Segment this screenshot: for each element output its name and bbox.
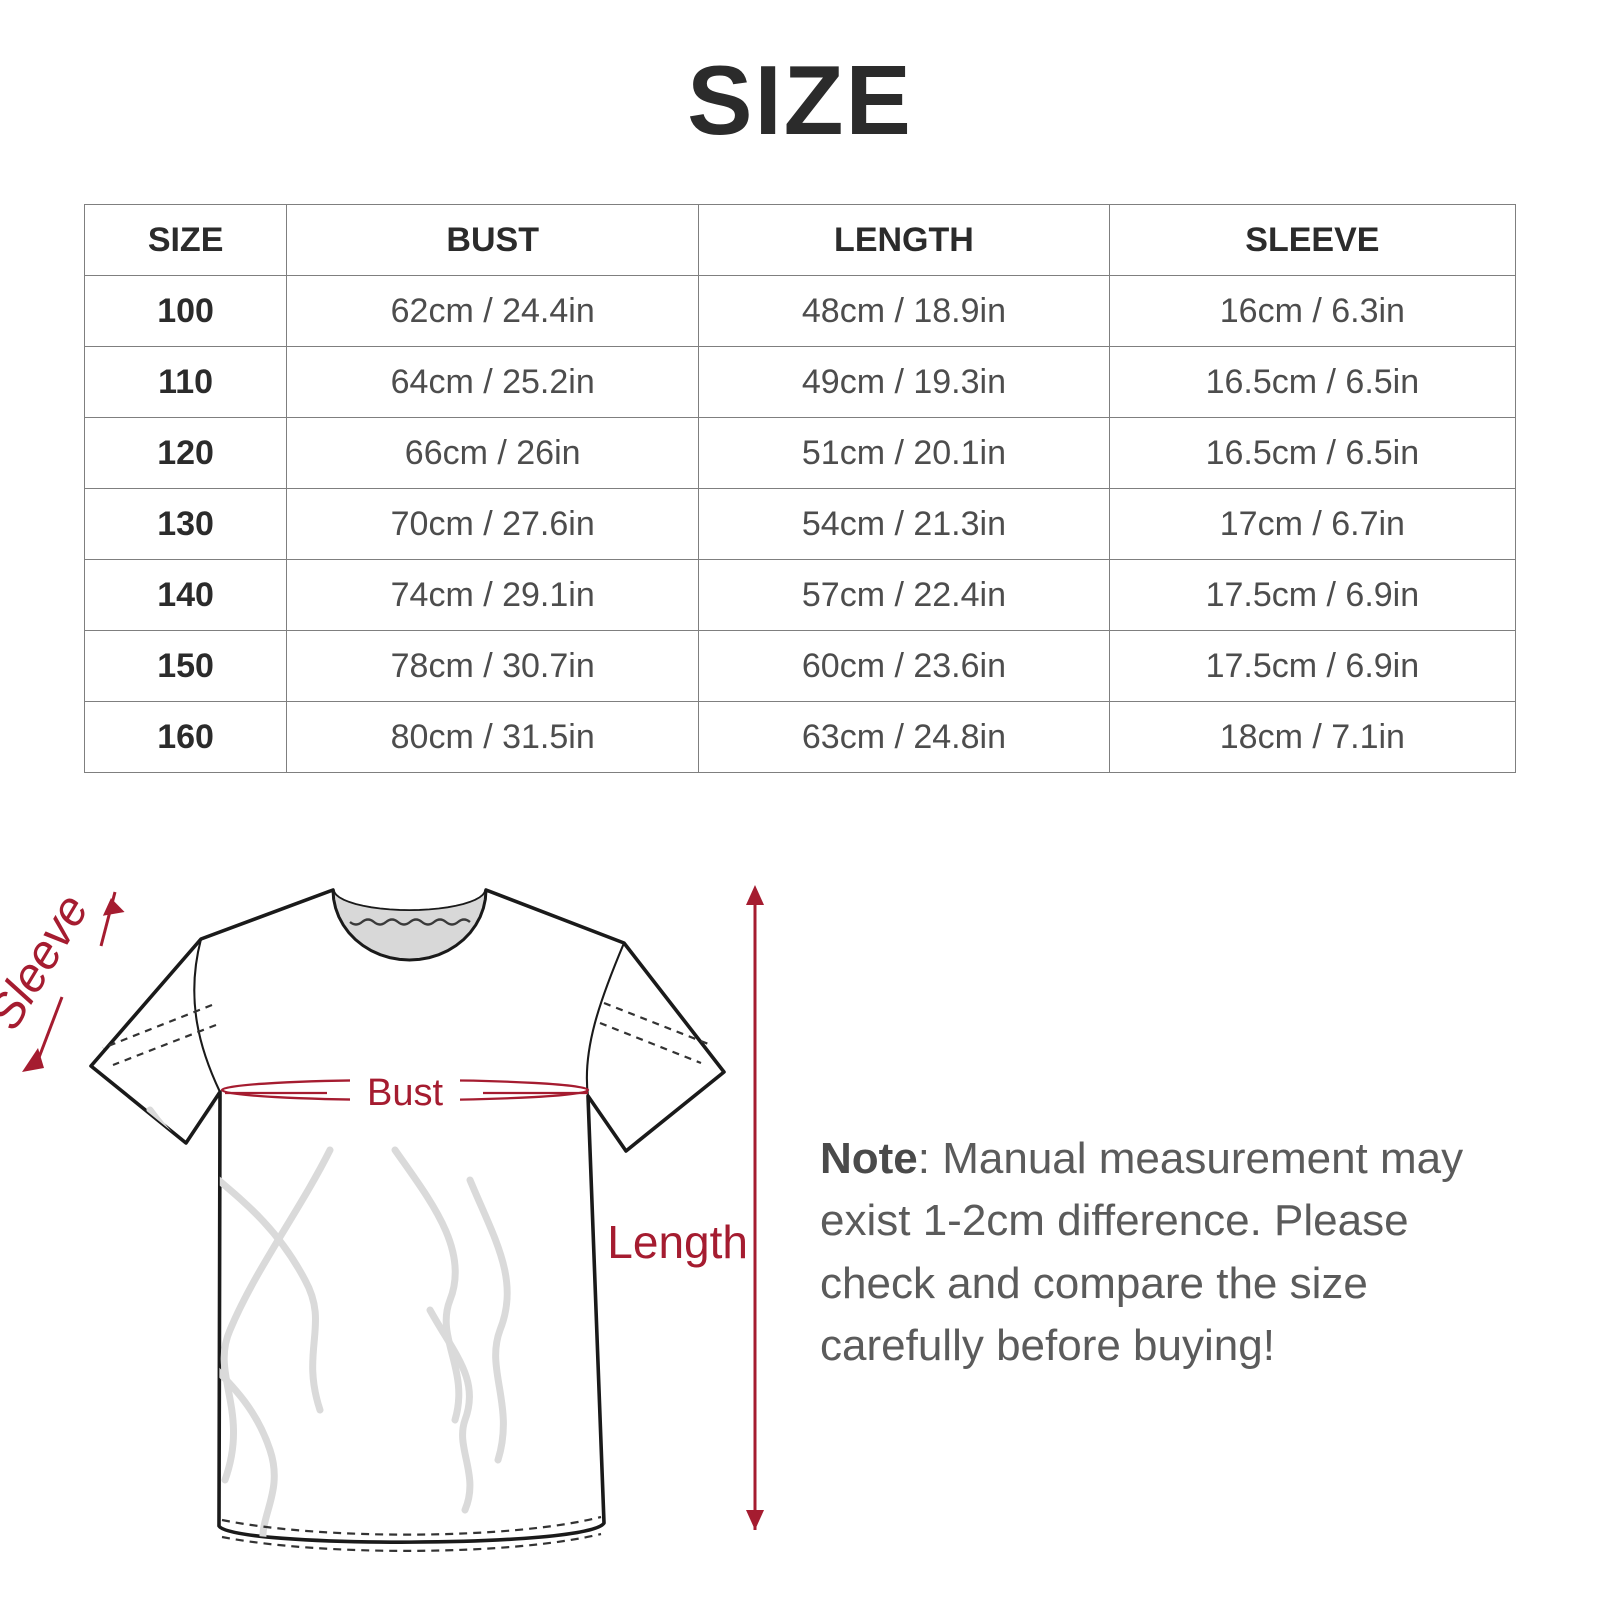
svg-text:Sleeve: Sleeve [0,885,99,1038]
svg-text:Bust: Bust [367,1072,443,1114]
svg-text:Length: Length [607,1216,748,1268]
